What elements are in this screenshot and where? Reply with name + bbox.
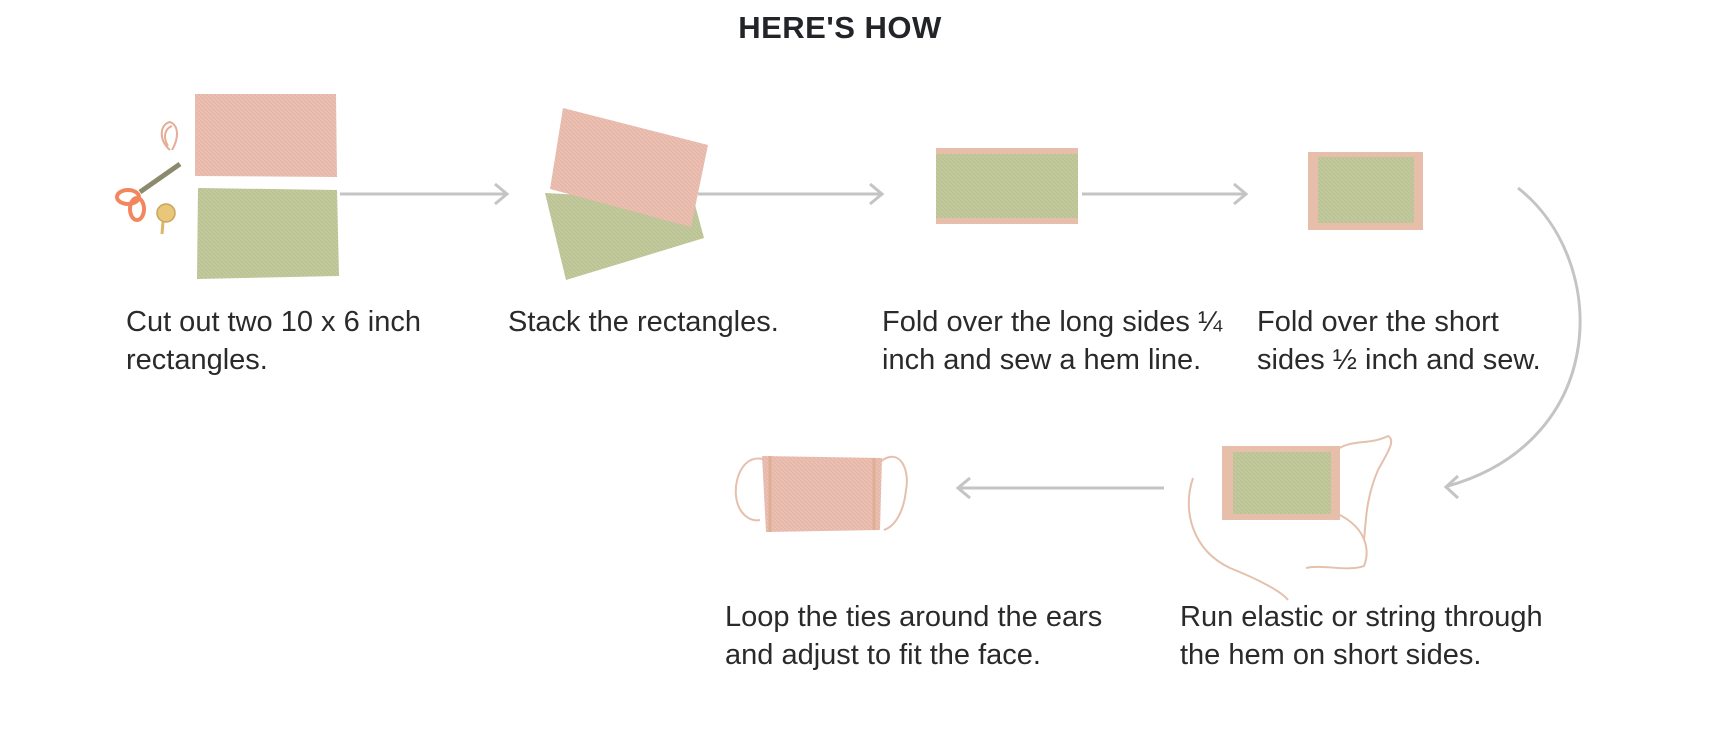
step5-image xyxy=(1187,434,1393,601)
caption-line: the hem on short sides. xyxy=(1180,639,1482,671)
step3-image xyxy=(936,148,1078,224)
arrow-right-icon xyxy=(698,182,885,206)
page-title: HERE'S HOW xyxy=(738,10,942,45)
step2-image xyxy=(545,108,708,280)
step2-caption: Stack the rectangles. xyxy=(508,303,779,341)
curved-arrow-icon xyxy=(1443,186,1582,500)
step1-caption: Cut out two 10 x 6 inch rectangles. xyxy=(126,303,421,379)
scissors-icon xyxy=(115,161,182,222)
step6-image xyxy=(734,455,908,532)
tape-measure-icon xyxy=(156,203,176,235)
caption-line: Stack the rectangles. xyxy=(508,306,779,338)
caption-line: Fold over the long sides ¼ xyxy=(882,306,1223,338)
string-left xyxy=(1187,477,1289,601)
caption-line: Run elastic or string through xyxy=(1180,601,1543,633)
caption-line: and adjust to fit the face. xyxy=(725,639,1041,671)
caption-line: Cut out two 10 x 6 inch xyxy=(126,306,421,338)
caption-line: rectangles. xyxy=(126,344,268,376)
step5-caption: Run elastic or string through the hem on… xyxy=(1180,598,1543,674)
caption-line: Fold over the short xyxy=(1257,306,1499,338)
ear-loop-left xyxy=(734,457,767,522)
ear-loop-right xyxy=(879,455,908,531)
arrow-left-icon xyxy=(955,476,1164,500)
thread-spool xyxy=(160,120,178,151)
arrow-right-icon xyxy=(1082,182,1249,206)
step1-image xyxy=(115,94,339,279)
step4-image xyxy=(1308,152,1423,230)
caption-line: sides ½ inch and sew. xyxy=(1257,344,1541,376)
caption-line: Loop the ties around the ears xyxy=(725,601,1103,633)
step3-caption: Fold over the long sides ¼ inch and sew … xyxy=(882,303,1222,379)
string-right xyxy=(1305,512,1368,570)
step4-caption: Fold over the short sides ½ inch and sew… xyxy=(1257,303,1541,379)
step6-caption: Loop the ties around the ears and adjust… xyxy=(725,598,1102,674)
arrow-right-icon xyxy=(340,182,510,206)
caption-line: inch and sew a hem line. xyxy=(882,344,1202,376)
